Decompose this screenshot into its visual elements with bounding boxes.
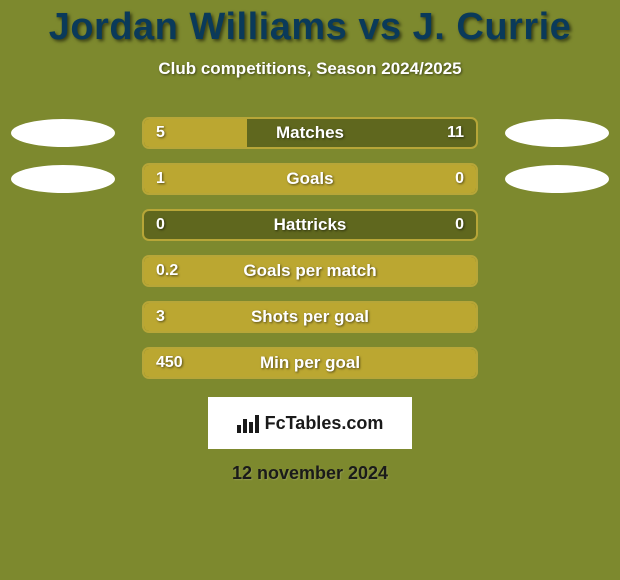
team-ellipse-icon — [505, 119, 609, 147]
brand-text: FcTables.com — [265, 413, 384, 434]
metric-row: 511Matches — [0, 117, 620, 149]
team-ellipse-icon — [505, 165, 609, 193]
metric-label: Hattricks — [144, 211, 476, 239]
metric-row: 450Min per goal — [0, 347, 620, 379]
brand-box: FcTables.com — [208, 397, 412, 449]
team-badge-left — [8, 165, 118, 193]
metric-row: 10Goals — [0, 163, 620, 195]
team-badge-right — [502, 119, 612, 147]
metric-label: Min per goal — [144, 349, 476, 377]
team-ellipse-icon — [11, 119, 115, 147]
metric-bar: 10Goals — [142, 163, 478, 195]
metric-label: Goals per match — [144, 257, 476, 285]
page-title: Jordan Williams vs J. Currie — [0, 0, 620, 49]
metric-label: Matches — [144, 119, 476, 147]
bar-chart-icon — [237, 413, 259, 433]
metric-row: 3Shots per goal — [0, 301, 620, 333]
stats-list: 511Matches 10Goals 00Hattricks 0.2Goals per… — [0, 117, 620, 379]
team-badge-left — [8, 119, 118, 147]
metric-row: 0.2Goals per match — [0, 255, 620, 287]
comparison-infographic: Jordan Williams vs J. Currie Club compet… — [0, 0, 620, 580]
metric-label: Goals — [144, 165, 476, 193]
metric-bar: 00Hattricks — [142, 209, 478, 241]
metric-bar: 450Min per goal — [142, 347, 478, 379]
team-ellipse-icon — [11, 165, 115, 193]
team-badge-right — [502, 165, 612, 193]
metric-bar: 511Matches — [142, 117, 478, 149]
date-text: 12 november 2024 — [0, 463, 620, 484]
subtitle: Club competitions, Season 2024/2025 — [0, 59, 620, 79]
metric-bar: 3Shots per goal — [142, 301, 478, 333]
metric-bar: 0.2Goals per match — [142, 255, 478, 287]
metric-row: 00Hattricks — [0, 209, 620, 241]
metric-label: Shots per goal — [144, 303, 476, 331]
